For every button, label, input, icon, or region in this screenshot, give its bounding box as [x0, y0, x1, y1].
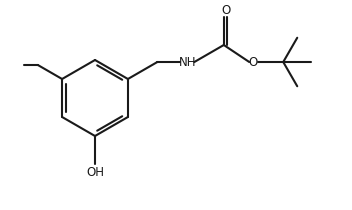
Text: O: O: [249, 55, 258, 68]
Text: NH: NH: [178, 55, 196, 68]
Text: O: O: [221, 4, 230, 17]
Text: OH: OH: [86, 165, 104, 178]
